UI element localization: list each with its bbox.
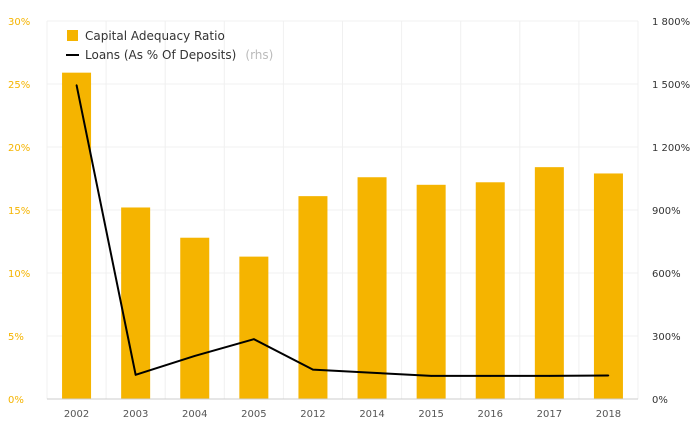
line-point [489,375,492,377]
line-point [75,84,78,86]
bar [121,207,151,399]
x-tick-label: 2005 [241,409,266,420]
x-tick-label: 2018 [596,409,621,420]
y-right-tick-label: 0% [652,395,668,406]
y-right-tick-label: 300% [652,332,681,343]
line-point [253,338,255,340]
line-point [134,374,137,376]
bar [62,72,92,399]
bar-series [62,72,623,399]
x-tick-label: 2017 [537,409,562,420]
y-right-tick-label: 900% [652,206,681,217]
bar [475,182,505,399]
x-tick-label: 2002 [64,409,89,420]
bar [239,256,269,399]
line-point [312,368,314,371]
legend: Capital Adequacy Ratio Loans (As % Of De… [66,29,273,63]
y-right-tick-label: 1 500% [652,80,690,91]
y-right-tick-label: 1 800% [652,17,690,28]
y-left-tick-label: 20% [8,143,30,154]
line-point [430,375,432,377]
line-point [607,374,610,377]
grid-lines [46,20,639,399]
line-point [193,355,196,357]
y-right-tick-label: 1 200% [652,143,690,154]
bar [593,173,623,399]
x-tick-label: 2014 [359,409,384,420]
axes: 0% 5% 10% 15% 20% 25% 30% 0% 300% 600% 900% 1 200% 1… [8,17,690,420]
legend-label-line: Loans (As % Of Deposits) (rhs) [85,44,273,63]
x-tick-label: 2012 [300,409,325,420]
x-tick-label: 2016 [478,409,503,420]
legend-swatch-bar [67,30,78,41]
x-tick-label: 2015 [418,409,443,420]
y-left-tick-label: 0% [8,395,24,406]
legend-label-line-text: Loans (As % Of Deposits) [85,48,236,62]
y-left-tick-label: 30% [8,17,30,28]
x-tick-label: 2003 [123,409,148,420]
loans-line [75,84,609,377]
line-point [548,375,551,377]
x-tick-label: 2004 [182,409,207,420]
bar [180,237,210,399]
line-series [75,84,610,377]
bar [357,177,387,399]
bar [534,167,564,399]
y-left-tick-label: 15% [8,206,30,217]
y-left-tick-label: 10% [8,269,30,280]
bar [416,184,446,399]
y-left-tick-label: 5% [8,332,24,343]
line-point [371,371,373,374]
y-left-tick-label: 25% [8,80,30,91]
legend-label-line-suffix: (rhs) [245,48,273,62]
legend-label-bar: Capital Adequacy Ratio [85,29,225,43]
y-right-tick-label: 600% [652,269,681,280]
